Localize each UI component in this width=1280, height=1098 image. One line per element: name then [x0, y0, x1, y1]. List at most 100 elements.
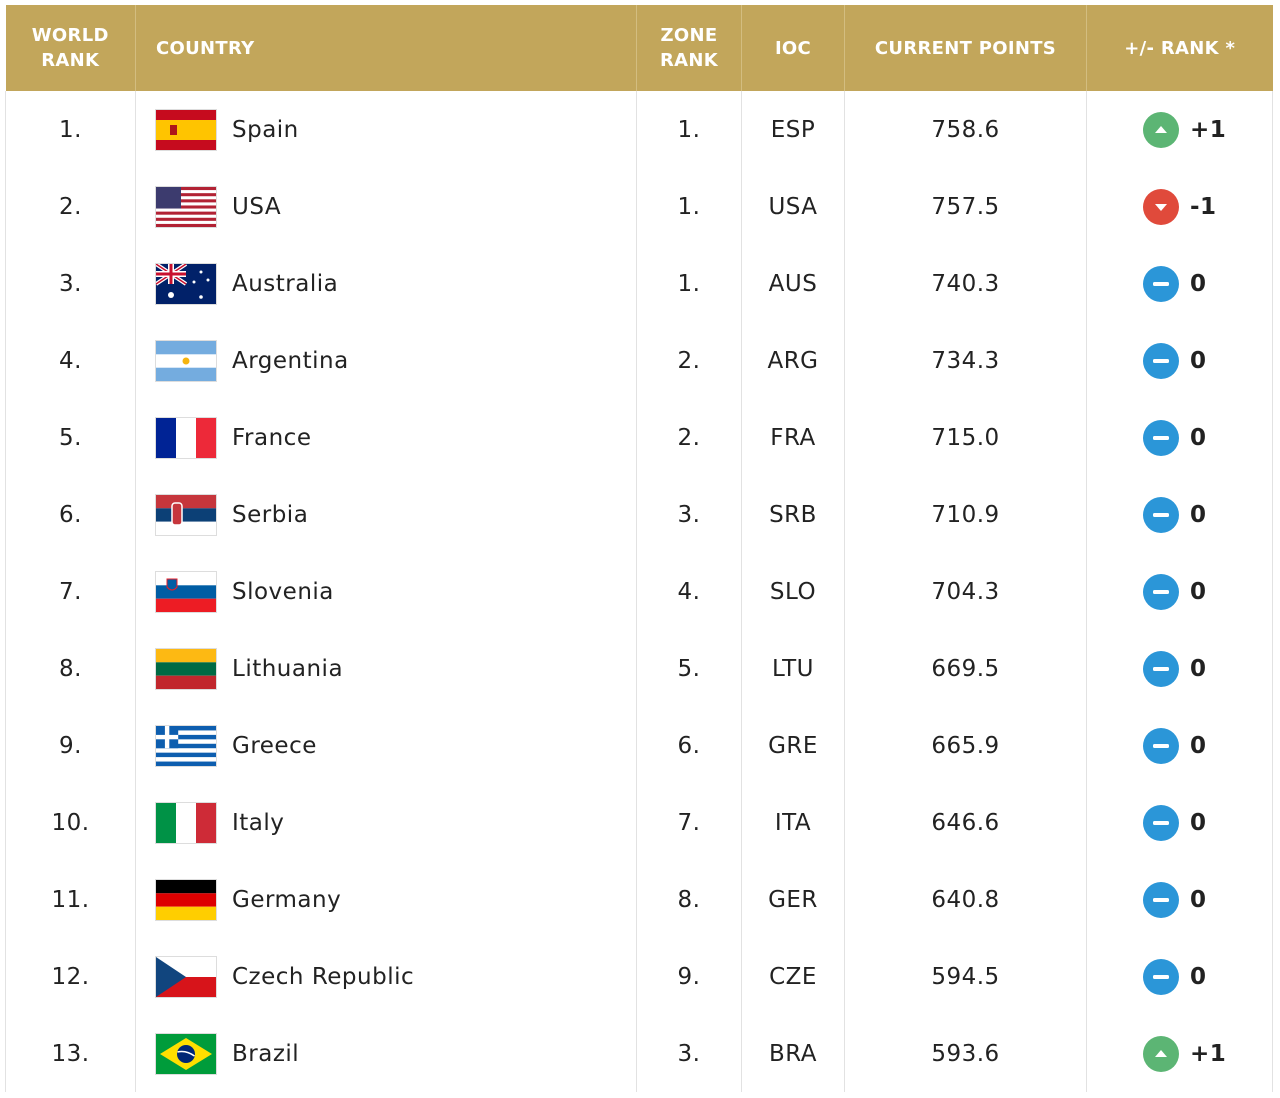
ioc-code: ITA: [741, 784, 845, 861]
zone-rank: 1.: [636, 168, 742, 245]
world-rank: 13.: [5, 1015, 136, 1092]
rank-change: 0: [1087, 265, 1272, 302]
rank-change-label: 0: [1190, 578, 1207, 605]
country-name: Greece: [232, 732, 317, 759]
icon-minus: [1153, 974, 1169, 979]
rank-change-cell: 0: [1086, 399, 1273, 476]
rank-change-icon: [1143, 111, 1179, 148]
rank-change-cell: 0: [1086, 322, 1273, 399]
rank-change-label: -1: [1190, 193, 1217, 220]
current-points: 757.5: [844, 168, 1087, 245]
rank-change-label: 0: [1190, 963, 1207, 990]
ioc-code: CZE: [741, 938, 845, 1015]
current-points: 646.6: [844, 784, 1087, 861]
country-wrap: Italy: [156, 802, 636, 843]
icon-minus: [1153, 743, 1169, 748]
header-cell: COUNTRY: [135, 5, 637, 91]
country-name: Argentina: [232, 347, 349, 374]
current-points: 734.3: [844, 322, 1087, 399]
flag: [156, 109, 216, 150]
rank-change-label: +1: [1190, 116, 1227, 143]
zone-rank: 2.: [636, 322, 742, 399]
flag: [156, 417, 216, 458]
country-name: USA: [232, 193, 282, 220]
table-row: 11. Germany 8. GER 640.8 0: [5, 861, 1273, 938]
world-rank: 7.: [5, 553, 136, 630]
header-cell: WORLD RANK: [5, 5, 136, 91]
current-points: 665.9: [844, 707, 1087, 784]
rank-change-icon: [1143, 958, 1179, 995]
ioc-code: AUS: [741, 245, 845, 322]
country-wrap: USA: [156, 186, 636, 227]
rank-change-icon: [1143, 188, 1179, 225]
table-header: WORLD RANK COUNTRY ZONE RANK IOC CURRENT…: [5, 5, 1273, 91]
country-name: Germany: [232, 886, 342, 913]
rank-change-cell: +1: [1086, 91, 1273, 168]
rank-change-cell: 0: [1086, 784, 1273, 861]
flag: [156, 802, 216, 843]
rank-change-label: 0: [1190, 501, 1207, 528]
world-rank: 11.: [5, 861, 136, 938]
header-cell: IOC: [741, 5, 845, 91]
icon-minus: [1153, 589, 1169, 594]
rank-change-label: 0: [1190, 809, 1207, 836]
country-wrap: Serbia: [156, 494, 636, 535]
world-rank: 1.: [5, 91, 136, 168]
rank-change-cell: 0: [1086, 630, 1273, 707]
zone-rank: 1.: [636, 245, 742, 322]
ranking-table: WORLD RANK COUNTRY ZONE RANK IOC CURRENT…: [5, 5, 1273, 1092]
current-points: 710.9: [844, 476, 1087, 553]
country-wrap: Argentina: [156, 340, 636, 381]
rank-change-cell: 0: [1086, 938, 1273, 1015]
icon-minus: [1153, 358, 1169, 363]
country-wrap: Spain: [156, 109, 636, 150]
table-row: 5. France 2. FRA 715.0 0: [5, 399, 1273, 476]
table-row: 13. Brazil 3. BRA 593.6 +1: [5, 1015, 1273, 1092]
country-wrap: Czech Republic: [156, 956, 636, 997]
country-wrap: Greece: [156, 725, 636, 766]
flag: [156, 263, 216, 304]
icon-minus: [1153, 281, 1169, 286]
country-name: Slovenia: [232, 578, 334, 605]
rank-change-label: 0: [1190, 732, 1207, 759]
table-row: 2. USA 1. USA 757.5 -1: [5, 168, 1273, 245]
world-rank: 5.: [5, 399, 136, 476]
current-points: 593.6: [844, 1015, 1087, 1092]
country-wrap: Slovenia: [156, 571, 636, 612]
zone-rank: 6.: [636, 707, 742, 784]
zone-rank: 1.: [636, 91, 742, 168]
country-cell: Argentina: [135, 322, 637, 399]
rank-change-icon: [1143, 419, 1179, 456]
rank-change-cell: 0: [1086, 861, 1273, 938]
zone-rank: 2.: [636, 399, 742, 476]
rank-change-label: +1: [1190, 1040, 1227, 1067]
rank-change-label: 0: [1190, 655, 1207, 682]
country-cell: Australia: [135, 245, 637, 322]
rank-change-label: 0: [1190, 886, 1207, 913]
flag: [156, 725, 216, 766]
rank-change-cell: 0: [1086, 707, 1273, 784]
icon-minus: [1153, 512, 1169, 517]
header-cell: +/- RANK *: [1086, 5, 1273, 91]
icon-minus: [1153, 897, 1169, 902]
country-wrap: Lithuania: [156, 648, 636, 689]
country-cell: Serbia: [135, 476, 637, 553]
country-wrap: Germany: [156, 879, 636, 920]
flag: [156, 340, 216, 381]
current-points: 715.0: [844, 399, 1087, 476]
rank-change: +1: [1087, 111, 1272, 148]
rank-change: 0: [1087, 573, 1272, 610]
icon-minus: [1153, 820, 1169, 825]
country-name: Spain: [232, 116, 299, 143]
country-cell: Slovenia: [135, 553, 637, 630]
zone-rank: 3.: [636, 1015, 742, 1092]
country-cell: Greece: [135, 707, 637, 784]
table-row: 8. Lithuania 5. LTU 669.5 0: [5, 630, 1273, 707]
ioc-code: SLO: [741, 553, 845, 630]
ioc-code: SRB: [741, 476, 845, 553]
table-row: 9. Greece 6. GRE 665.9 0: [5, 707, 1273, 784]
ioc-code: GER: [741, 861, 845, 938]
table-row: 3. Australia 1. AUS 740.3 0: [5, 245, 1273, 322]
zone-rank: 9.: [636, 938, 742, 1015]
